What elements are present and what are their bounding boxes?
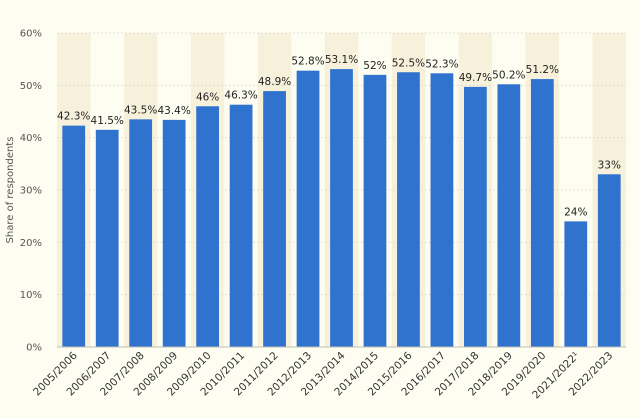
- y-axis-ticks: 0% 10% 20% 30% 40% 50% 60%: [20, 29, 42, 354]
- y-axis-label: Share of respondents: [5, 137, 16, 244]
- data-label: 52.5%: [392, 57, 425, 69]
- data-label: 24%: [564, 206, 587, 218]
- y-tick-label: 40%: [20, 133, 42, 144]
- bars: [62, 69, 621, 348]
- data-label: 49.7%: [459, 72, 492, 84]
- data-label: 51.2%: [526, 64, 559, 76]
- y-tick-label: 10%: [20, 290, 42, 301]
- bar: [497, 84, 521, 347]
- data-label: 43.5%: [124, 104, 157, 116]
- y-tick-label: 50%: [20, 81, 42, 92]
- data-label: 52%: [363, 60, 386, 72]
- y-tick-label: 60%: [20, 29, 42, 40]
- bar: [229, 104, 253, 348]
- data-label: 41.5%: [91, 115, 124, 127]
- bar: [397, 72, 420, 347]
- bar: [162, 119, 186, 347]
- data-label: 52.8%: [291, 56, 324, 68]
- bar: [330, 69, 353, 348]
- bar: [464, 86, 487, 348]
- bar: [95, 129, 119, 347]
- data-label: 42.3%: [57, 111, 90, 123]
- bar: [129, 119, 153, 347]
- bar: [363, 74, 387, 347]
- data-labels: 42.3% 41.5%43.5% 43.4% 46% 46.3%48.9%52.8% 53…: [57, 54, 621, 218]
- data-label: 52.3%: [425, 58, 458, 70]
- bar: [196, 106, 219, 348]
- data-label: 43.4%: [157, 105, 190, 117]
- data-label: 48.9%: [258, 76, 291, 88]
- bar: [296, 70, 320, 348]
- y-tick-label: 20%: [20, 238, 42, 249]
- bar: [564, 221, 588, 347]
- data-label: 33%: [598, 159, 621, 171]
- bar: [62, 125, 86, 347]
- data-label: 46.3%: [224, 90, 257, 102]
- x-axis-ticks: 2005/20062006/20072007/20082008/20092009…: [31, 349, 615, 401]
- bar: [430, 73, 454, 348]
- bar: [597, 174, 621, 347]
- y-tick-label: 30%: [20, 186, 42, 197]
- data-label: 50.2%: [492, 69, 525, 81]
- data-label: 46%: [196, 91, 219, 103]
- y-tick-label: 0%: [26, 343, 42, 354]
- bar: [263, 91, 286, 347]
- data-label: 53.1%: [325, 54, 358, 66]
- bar: [530, 79, 554, 347]
